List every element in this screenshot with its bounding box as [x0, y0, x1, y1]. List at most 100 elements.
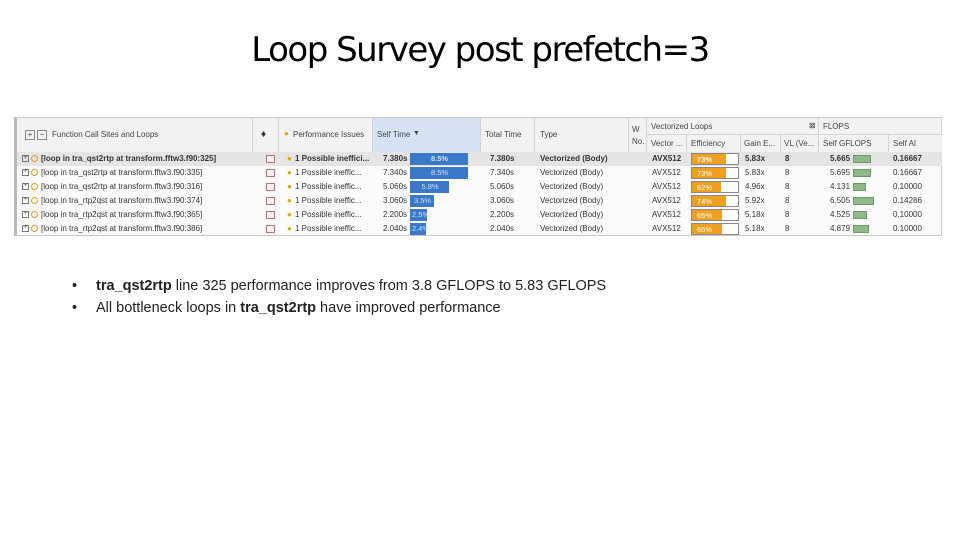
total-time-value: 7.340s	[490, 168, 515, 177]
header-total-time[interactable]: Total Time	[481, 118, 535, 152]
source-book-icon[interactable]	[266, 197, 275, 205]
performance-issue[interactable]: 1 Possible ineffic...	[295, 168, 362, 177]
loop-type: Vectorized (Body)	[540, 196, 604, 205]
bulb-icon: ●	[287, 210, 292, 219]
performance-issue[interactable]: 1 Possible ineffic...	[295, 196, 362, 205]
source-book-icon[interactable]	[266, 183, 275, 191]
efficiency-value: 65%	[697, 225, 713, 234]
efficiency-gauge: 73%	[691, 153, 739, 165]
expand-row-button[interactable]: +	[22, 225, 29, 232]
self-gflops-bar	[853, 183, 866, 191]
efficiency-fill	[692, 154, 726, 164]
collapse-all-button[interactable]: −	[37, 130, 47, 140]
table-row[interactable]: + [loop in tra_rtp2qst at transform.fftw3…	[17, 222, 942, 236]
source-book-icon[interactable]	[266, 211, 275, 219]
gain-estimate: 5.18x	[745, 224, 765, 233]
drop-icon: ♦	[261, 129, 267, 140]
loop-name[interactable]: [loop in tra_qst2rtp at transform.fftw3.…	[41, 154, 217, 163]
bulb-icon: ●	[287, 168, 292, 177]
source-book-icon[interactable]	[266, 225, 275, 233]
header-call-sites[interactable]: + − Function Call Sites and Loops	[17, 118, 253, 152]
efficiency-gauge: 65%	[691, 209, 739, 221]
header-performance-issues[interactable]: ● Performance Issues	[279, 118, 373, 152]
header-vl[interactable]: VL (Ve...	[781, 135, 819, 152]
expand-row-button[interactable]: +	[22, 183, 29, 190]
efficiency-value: 73%	[697, 169, 713, 178]
efficiency-fill	[692, 196, 727, 206]
bulb-icon: ●	[287, 196, 292, 205]
loop-name[interactable]: [loop in tra_rtp2qst at transform.fftw3.…	[41, 224, 203, 233]
expand-row-button[interactable]: +	[22, 211, 29, 218]
header-flops-group: FLOPS	[819, 118, 942, 135]
expand-all-button[interactable]: +	[25, 130, 35, 140]
self-ai-value: 0.14286	[893, 196, 922, 205]
efficiency-fill	[692, 224, 722, 234]
expand-row-button[interactable]: +	[22, 155, 29, 162]
self-gflops-value: 5.695	[830, 168, 851, 177]
header-self-ai-label: Self AI	[893, 139, 917, 148]
expand-row-button[interactable]: +	[22, 169, 29, 176]
self-gflops-value: 6.505	[830, 196, 851, 205]
header-no-label: No.	[632, 137, 645, 146]
efficiency-value: 62%	[697, 183, 713, 192]
self-ai-value: 0.10000	[893, 224, 922, 233]
source-book-icon[interactable]	[266, 169, 275, 177]
gain-estimate: 5.18x	[745, 210, 765, 219]
vector-length: 8	[785, 210, 790, 219]
header-self-time-label: Self Time	[377, 130, 411, 139]
collapse-group-icon[interactable]: ⊠	[809, 121, 816, 130]
bulb-icon: ●	[284, 129, 289, 138]
header-self-ai[interactable]: Self AI	[889, 135, 942, 152]
header-vector[interactable]: Vector ...	[647, 135, 687, 152]
self-time-bar	[410, 195, 434, 207]
header-self-time[interactable]: Self Time ▼	[373, 118, 481, 152]
performance-issue[interactable]: 1 Possible ineffic...	[295, 182, 362, 191]
bullet-bold-text: tra_qst2rtp	[96, 278, 172, 294]
bullet-text: All bottleneck loops in tra_qst2rtp have…	[96, 297, 501, 319]
gain-estimate: 5.83x	[745, 154, 766, 163]
loop-name[interactable]: [loop in tra_qst2rtp at transform.fftw3.…	[41, 182, 203, 191]
self-gflops-bar	[853, 155, 871, 163]
bullet-dot: •	[72, 278, 78, 294]
loop-name[interactable]: [loop in tra_qst2rtp at transform.fftw3.…	[41, 168, 203, 177]
vector-isa: AVX512	[652, 182, 681, 191]
sort-desc-icon: ▼	[413, 130, 420, 137]
header-drop[interactable]: ♦	[253, 118, 279, 152]
header-call-sites-label: Function Call Sites and Loops	[52, 130, 159, 139]
self-time-percent: 2.4%	[412, 224, 430, 233]
performance-issue[interactable]: 1 Possible ineffici...	[295, 154, 370, 163]
vector-isa: AVX512	[652, 154, 682, 163]
self-time-value: 2.040s	[383, 224, 408, 233]
table-row[interactable]: + [loop in tra_qst2rtp at transform.fftw3…	[17, 152, 942, 166]
header-performance-issues-label: Performance Issues	[293, 130, 365, 139]
header-flops-label: FLOPS	[823, 122, 850, 131]
self-time-bar	[410, 181, 449, 193]
header-efficiency-label: Efficiency	[691, 139, 726, 148]
header-self-gflops[interactable]: Self GFLOPS	[819, 135, 889, 152]
self-ai-value: 0.16667	[893, 168, 922, 177]
header-w[interactable]: W No.	[629, 118, 647, 152]
self-time-percent: 3.5%	[414, 196, 432, 205]
table-row[interactable]: + [loop in tra_qst2rtp at transform.fftw3…	[17, 180, 942, 194]
self-gflops-bar	[853, 211, 867, 219]
efficiency-gauge: 74%	[691, 195, 739, 207]
self-gflops-bar	[853, 225, 869, 233]
efficiency-value: 65%	[697, 211, 713, 220]
expand-row-button[interactable]: +	[22, 197, 29, 204]
table-row[interactable]: + [loop in tra_rtp2qst at transform.fftw3…	[17, 208, 942, 222]
loop-name[interactable]: [loop in tra_rtp2qst at transform.fftw3.…	[41, 196, 203, 205]
table-row[interactable]: + [loop in tra_rtp2qst at transform.fftw3…	[17, 194, 942, 208]
loop-name[interactable]: [loop in tra_rtp2qst at transform.fftw3.…	[41, 210, 203, 219]
table-row[interactable]: + [loop in tra_qst2rtp at transform.fftw3…	[17, 166, 942, 180]
header-gain[interactable]: Gain E...	[741, 135, 781, 152]
performance-issue[interactable]: 1 Possible ineffic...	[295, 210, 362, 219]
vector-length: 8	[785, 224, 790, 233]
vector-isa: AVX512	[652, 224, 681, 233]
source-book-icon[interactable]	[266, 155, 275, 163]
total-time-value: 2.040s	[490, 224, 515, 233]
efficiency-fill	[692, 182, 721, 192]
performance-issue[interactable]: 1 Possible ineffic...	[295, 224, 362, 233]
header-efficiency[interactable]: Efficiency	[687, 135, 741, 152]
header-type[interactable]: Type	[535, 118, 629, 152]
self-time-percent: 2.5%	[412, 210, 430, 219]
